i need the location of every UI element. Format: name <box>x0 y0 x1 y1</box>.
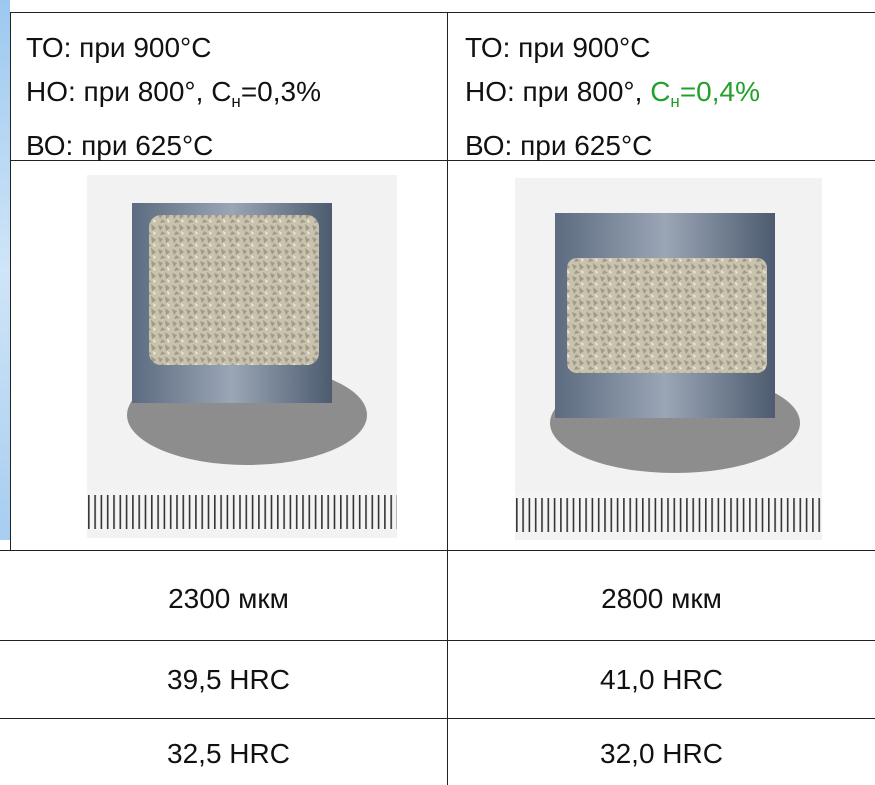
text: C <box>211 76 231 107</box>
text: C <box>650 76 670 107</box>
treatment-line: ВО: при 625°C <box>465 124 760 168</box>
subscript: н <box>670 92 679 111</box>
table-border <box>0 718 875 719</box>
page: ТО: при 900°C НО: при 800°, Cн=0,3% ВО: … <box>0 0 875 785</box>
table-border <box>10 12 875 13</box>
treatment-line: НО: при 800°, Cн=0,4% <box>465 70 760 124</box>
treatment-line: ВО: при 625°C <box>26 124 321 168</box>
text: НО: при 800°, <box>26 76 211 107</box>
slide-background <box>0 0 10 540</box>
sample-photo <box>515 178 822 540</box>
table-border <box>0 640 875 641</box>
hardness-cell: 32,5 HRC <box>10 738 447 770</box>
table-border <box>0 550 875 551</box>
text: =0,4% <box>680 76 760 107</box>
depth-cell: 2300 мкм <box>10 583 447 615</box>
header-cell: ТО: при 900°C НО: при 800°, Cн=0,3% ВО: … <box>26 26 321 168</box>
subscript: н <box>231 92 240 111</box>
depth-cell: 2800 мкм <box>448 583 875 615</box>
hardness-cell: 32,0 HRC <box>448 738 875 770</box>
header-cell: ТО: при 900°C НО: при 800°, Cн=0,4% ВО: … <box>465 26 760 168</box>
treatment-line: НО: при 800°, Cн=0,3% <box>26 70 321 124</box>
sample-photo <box>87 175 397 538</box>
hardness-cell: 41,0 HRC <box>448 664 875 696</box>
table-border <box>10 12 11 550</box>
treatment-line: ТО: при 900°C <box>26 26 321 70</box>
text: =0,3% <box>241 76 321 107</box>
text: НО: при 800°, <box>465 76 650 107</box>
hardness-cell: 39,5 HRC <box>10 664 447 696</box>
treatment-line: ТО: при 900°C <box>465 26 760 70</box>
